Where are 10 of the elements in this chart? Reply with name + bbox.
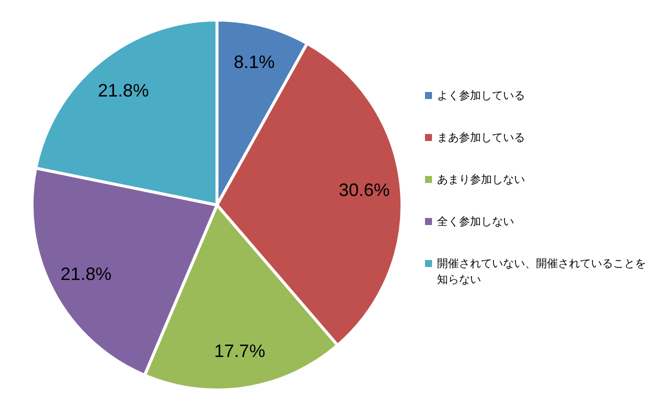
data-label: 8.1% bbox=[234, 52, 275, 72]
data-label: 21.8% bbox=[60, 264, 112, 284]
legend-label: 全く参加しない bbox=[437, 214, 514, 230]
legend-label: まあ参加している bbox=[437, 130, 525, 146]
legend-label: あまり参加しない bbox=[437, 172, 525, 188]
legend-label: 開催されていない、開催されていることを知らない bbox=[437, 256, 647, 288]
data-label: 21.8% bbox=[98, 80, 149, 100]
legend-label: よく参加している bbox=[437, 88, 525, 104]
data-label: 30.6% bbox=[338, 180, 390, 200]
data-label: 17.7% bbox=[214, 341, 266, 362]
